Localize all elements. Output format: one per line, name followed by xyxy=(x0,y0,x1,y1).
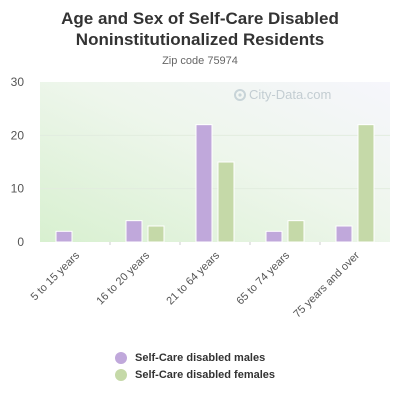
legend-label-females: Self-Care disabled females xyxy=(135,369,276,381)
y-tick-label: 20 xyxy=(11,128,25,142)
watermark: City-Data.com xyxy=(234,87,331,102)
plot-area xyxy=(40,82,390,242)
x-tick-label: 16 to 20 years xyxy=(94,249,152,307)
gridlines xyxy=(40,134,390,190)
x-tick-label: 75 years and over xyxy=(291,249,362,320)
bar-females xyxy=(357,124,375,243)
y-tick-labels: 0 10 20 30 xyxy=(11,75,25,249)
y-tick-label: 10 xyxy=(11,182,25,196)
legend-swatch-females xyxy=(115,369,127,381)
bar-males xyxy=(265,230,283,243)
legend-swatch-males xyxy=(115,352,127,364)
y-tick-label: 0 xyxy=(17,235,24,249)
chart-title: Age and Sex of Self-Care Disabled Nonins… xyxy=(61,9,339,49)
x-tick-label: 21 to 64 years xyxy=(164,249,222,307)
bar-females xyxy=(287,220,305,243)
bar-females xyxy=(217,161,235,243)
legend-item-females: Self-Care disabled females xyxy=(115,367,275,383)
watermark-text: City-Data.com xyxy=(249,87,331,102)
legend-item-males: Self-Care disabled males xyxy=(115,350,275,366)
legend: Self-Care disabled males Self-Care disab… xyxy=(115,350,275,384)
x-tick-labels: 5 to 15 years 16 to 20 years 21 to 64 year… xyxy=(29,242,362,320)
legend-label-males: Self-Care disabled males xyxy=(135,352,266,364)
x-tick-label: 5 to 15 years xyxy=(29,249,83,303)
bar-males xyxy=(55,230,73,243)
x-tick-label: 65 to 74 years xyxy=(234,249,292,307)
bar-males xyxy=(335,225,353,243)
bar-females xyxy=(147,225,165,243)
bar-males xyxy=(195,124,213,243)
bars xyxy=(55,124,375,243)
chart-subtitle: Zip code 75974 xyxy=(162,55,238,67)
bar-males xyxy=(125,220,143,243)
y-tick-label: 30 xyxy=(11,75,25,89)
